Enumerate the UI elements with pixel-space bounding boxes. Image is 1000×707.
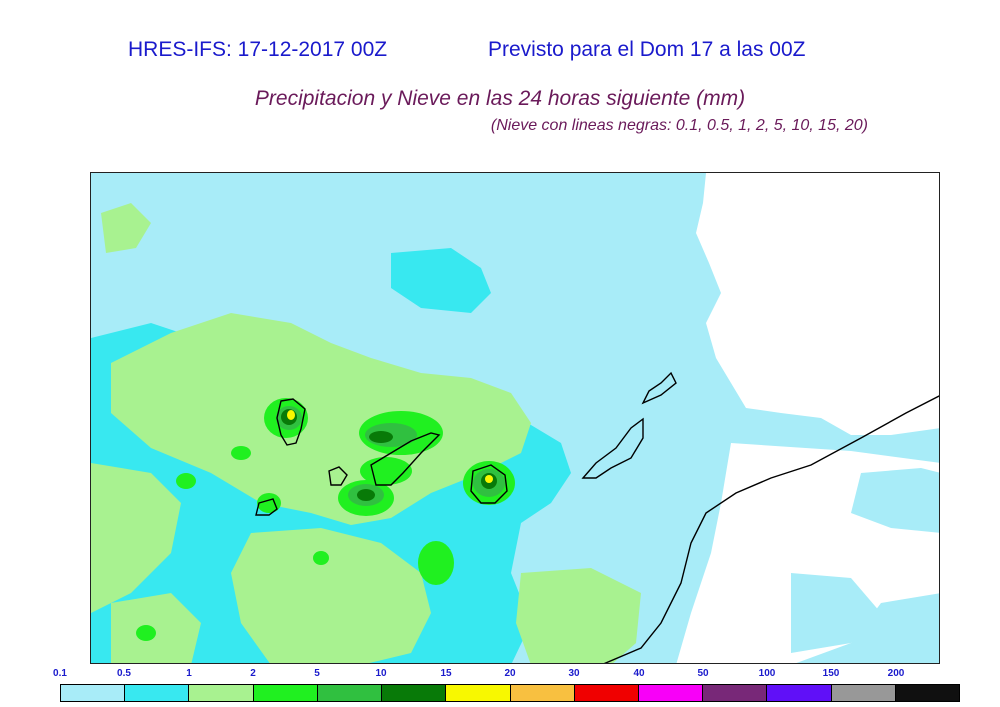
legend-swatch xyxy=(317,685,383,701)
legend-tick-label: 0.1 xyxy=(53,668,67,679)
precip-field-0.1-southeast xyxy=(791,573,881,653)
precip-cell-2 xyxy=(313,551,329,565)
legend-tick-label: 1 xyxy=(186,668,192,679)
precip-field-0.1-east xyxy=(851,468,939,533)
legend-tick-label: 10 xyxy=(375,668,387,679)
precip-field-0.5-north xyxy=(391,248,491,313)
legend-swatch xyxy=(382,685,447,701)
precipitation-map xyxy=(90,172,940,664)
precip-field-1-southwest xyxy=(111,593,201,663)
legend-swatch xyxy=(895,685,960,701)
island-la-palma xyxy=(276,398,306,446)
legend-swatch xyxy=(61,685,126,701)
legend-swatch xyxy=(574,685,639,701)
legend-swatch xyxy=(767,685,832,701)
precip-cell-15 xyxy=(485,475,493,483)
legend-swatch xyxy=(831,685,896,701)
legend-tick-label: 200 xyxy=(887,668,905,679)
legend-swatch xyxy=(189,685,254,701)
legend-tick-label: 30 xyxy=(568,668,580,679)
map-subtitle: (Nieve con lineas negras: 0.1, 0.5, 1, 2… xyxy=(490,117,868,134)
map-canvas xyxy=(91,173,939,663)
legend-tick-label: 150 xyxy=(822,668,840,679)
legend-swatch xyxy=(253,685,318,701)
legend-tick-label: 40 xyxy=(633,668,645,679)
precip-cell-2 xyxy=(176,473,196,489)
island-gran-canaria xyxy=(470,464,508,504)
legend-swatch xyxy=(510,685,575,701)
precip-cell-15 xyxy=(287,410,295,420)
precip-field-1-north xyxy=(101,203,151,253)
legend-tick-label: 5 xyxy=(314,668,320,679)
island-fuerteventura xyxy=(581,417,644,479)
map-title: Precipitacion y Nieve en las 24 horas si… xyxy=(254,87,746,110)
legend-swatch xyxy=(446,685,511,701)
legend-tick-label: 2 xyxy=(250,668,256,679)
legend-tick-label: 20 xyxy=(504,668,516,679)
precip-field-1-southeast xyxy=(516,568,641,663)
africa-coastline xyxy=(603,395,939,663)
legend-swatch xyxy=(125,685,190,701)
coastlines xyxy=(255,371,939,663)
island-lanzarote xyxy=(641,371,677,405)
legend-tick-label: 15 xyxy=(440,668,452,679)
precip-cell-2 xyxy=(231,446,251,460)
precip-field-1-central xyxy=(111,313,531,525)
legend-color-bar xyxy=(60,684,960,702)
legend-tick-label: 0.5 xyxy=(117,668,131,679)
precip-cell-2 xyxy=(257,493,281,513)
island-tenerife xyxy=(370,432,441,486)
island-el-hierro xyxy=(255,498,278,516)
precip-cell-10 xyxy=(369,431,393,443)
island-la-gomera xyxy=(328,466,348,486)
precip-cell-10 xyxy=(357,489,375,501)
precip-field-1-west xyxy=(91,463,181,613)
valid-time-label: Previsto para el Dom 17 a las 00Z xyxy=(488,38,806,61)
legend-tick-label: 50 xyxy=(697,668,709,679)
precip-field-1-south xyxy=(231,528,431,663)
precip-cell-2 xyxy=(418,541,454,585)
legend-swatch xyxy=(638,685,704,701)
model-run-label: HRES-IFS: 17-12-2017 00Z xyxy=(128,38,388,61)
legend-swatch xyxy=(703,685,768,701)
precip-cell-2 xyxy=(136,625,156,641)
legend-labels: 0.1 0.5 1 2 5 10 15 20 30 40 50 100 150 … xyxy=(0,668,1000,682)
legend-tick-label: 100 xyxy=(758,668,776,679)
